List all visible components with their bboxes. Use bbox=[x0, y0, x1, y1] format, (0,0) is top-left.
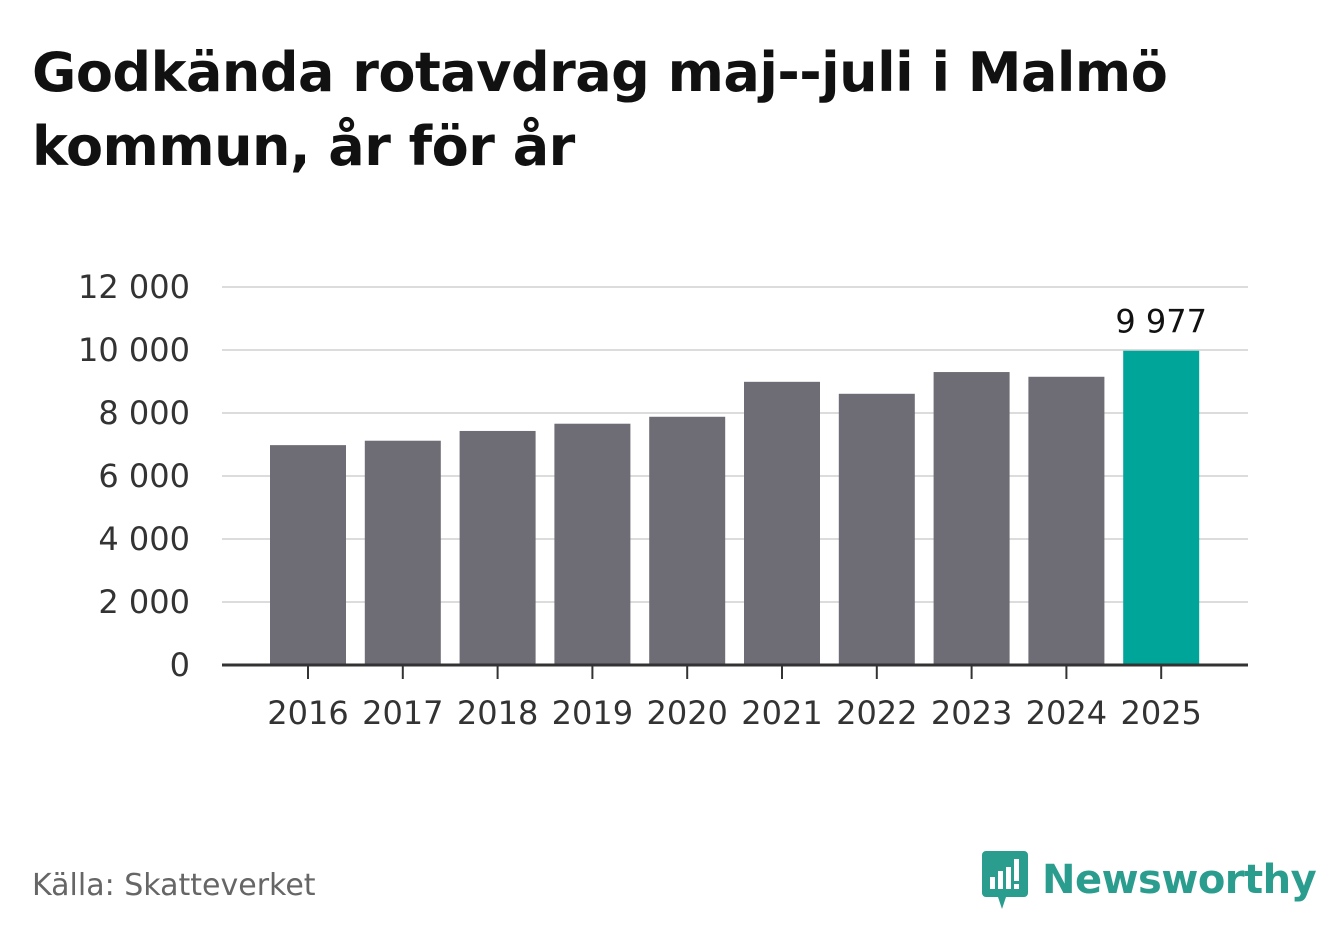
y-tick-label: 4 000 bbox=[98, 520, 190, 558]
x-tick-label: 2022 bbox=[836, 694, 917, 732]
x-tick-label: 2023 bbox=[931, 694, 1012, 732]
bar-2023 bbox=[933, 372, 1010, 665]
y-tick-label: 10 000 bbox=[78, 331, 190, 369]
bar-2020 bbox=[649, 416, 726, 665]
chart-title: Godkända rotavdrag maj--juli i Malmö kom… bbox=[32, 41, 1168, 178]
x-tick-label: 2020 bbox=[646, 694, 727, 732]
bar-2022 bbox=[838, 393, 915, 665]
axes bbox=[222, 663, 1248, 679]
bar-2025 bbox=[1123, 350, 1200, 665]
y-tick-label: 8 000 bbox=[98, 394, 190, 432]
labels: 0 2 000 4 000 6 000 8 000 10 000 12 000 2016 201… bbox=[78, 268, 1207, 732]
x-tick-label: 2025 bbox=[1120, 694, 1201, 732]
newsworthy-logo-icon bbox=[982, 851, 1028, 909]
x-tick-label: 2021 bbox=[741, 694, 822, 732]
bar-2017 bbox=[364, 440, 441, 665]
bar-2016 bbox=[270, 445, 346, 665]
brand-logo[interactable]: Newsworthy bbox=[980, 848, 1317, 912]
source-note: Källa: Skatteverket bbox=[32, 868, 316, 903]
bar-2018 bbox=[459, 430, 536, 665]
y-tick-label: 12 000 bbox=[78, 268, 190, 306]
bars bbox=[270, 350, 1200, 665]
x-tick-label: 2016 bbox=[267, 694, 348, 732]
brand-name: Newsworthy bbox=[1042, 857, 1317, 903]
x-tick-label: 2018 bbox=[457, 694, 538, 732]
bar-2019 bbox=[554, 423, 631, 665]
bar-data-label: 9 977 bbox=[1115, 303, 1207, 341]
y-tick-label: 0 bbox=[170, 646, 190, 684]
bar-2024 bbox=[1028, 376, 1105, 665]
y-tick-label: 2 000 bbox=[98, 583, 190, 621]
x-tick-label: 2017 bbox=[362, 694, 443, 732]
x-tick-label: 2024 bbox=[1026, 694, 1107, 732]
bar-2021 bbox=[744, 381, 820, 665]
x-tick-label: 2019 bbox=[552, 694, 633, 732]
y-tick-label: 6 000 bbox=[98, 457, 190, 495]
